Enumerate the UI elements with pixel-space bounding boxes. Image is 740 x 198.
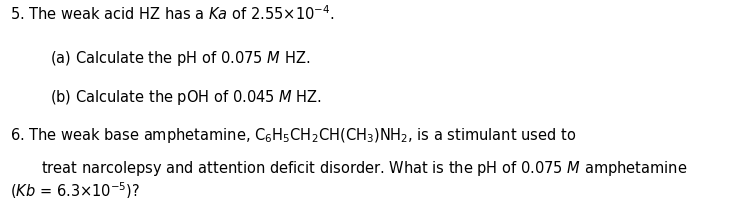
Text: 5. The weak acid HZ has a $Ka$ of 2.55×10$^{-4}$.: 5. The weak acid HZ has a $Ka$ of 2.55×1… [10, 4, 334, 23]
Text: treat narcolepsy and attention deficit disorder. What is the pH of 0.075 $M$ amp: treat narcolepsy and attention deficit d… [41, 159, 687, 178]
Text: 6. The weak base amphetamine, C$_6$H$_5$CH$_2$CH(CH$_3$)NH$_2$, is a stimulant u: 6. The weak base amphetamine, C$_6$H$_5$… [10, 126, 576, 145]
Text: (a) Calculate the pH of 0.075 $M$ HZ.: (a) Calculate the pH of 0.075 $M$ HZ. [50, 49, 311, 68]
Text: ($Kb$ = 6.3×10$^{-5}$)?: ($Kb$ = 6.3×10$^{-5}$)? [10, 180, 140, 198]
Text: (b) Calculate the pOH of 0.045 $M$ HZ.: (b) Calculate the pOH of 0.045 $M$ HZ. [50, 88, 323, 107]
